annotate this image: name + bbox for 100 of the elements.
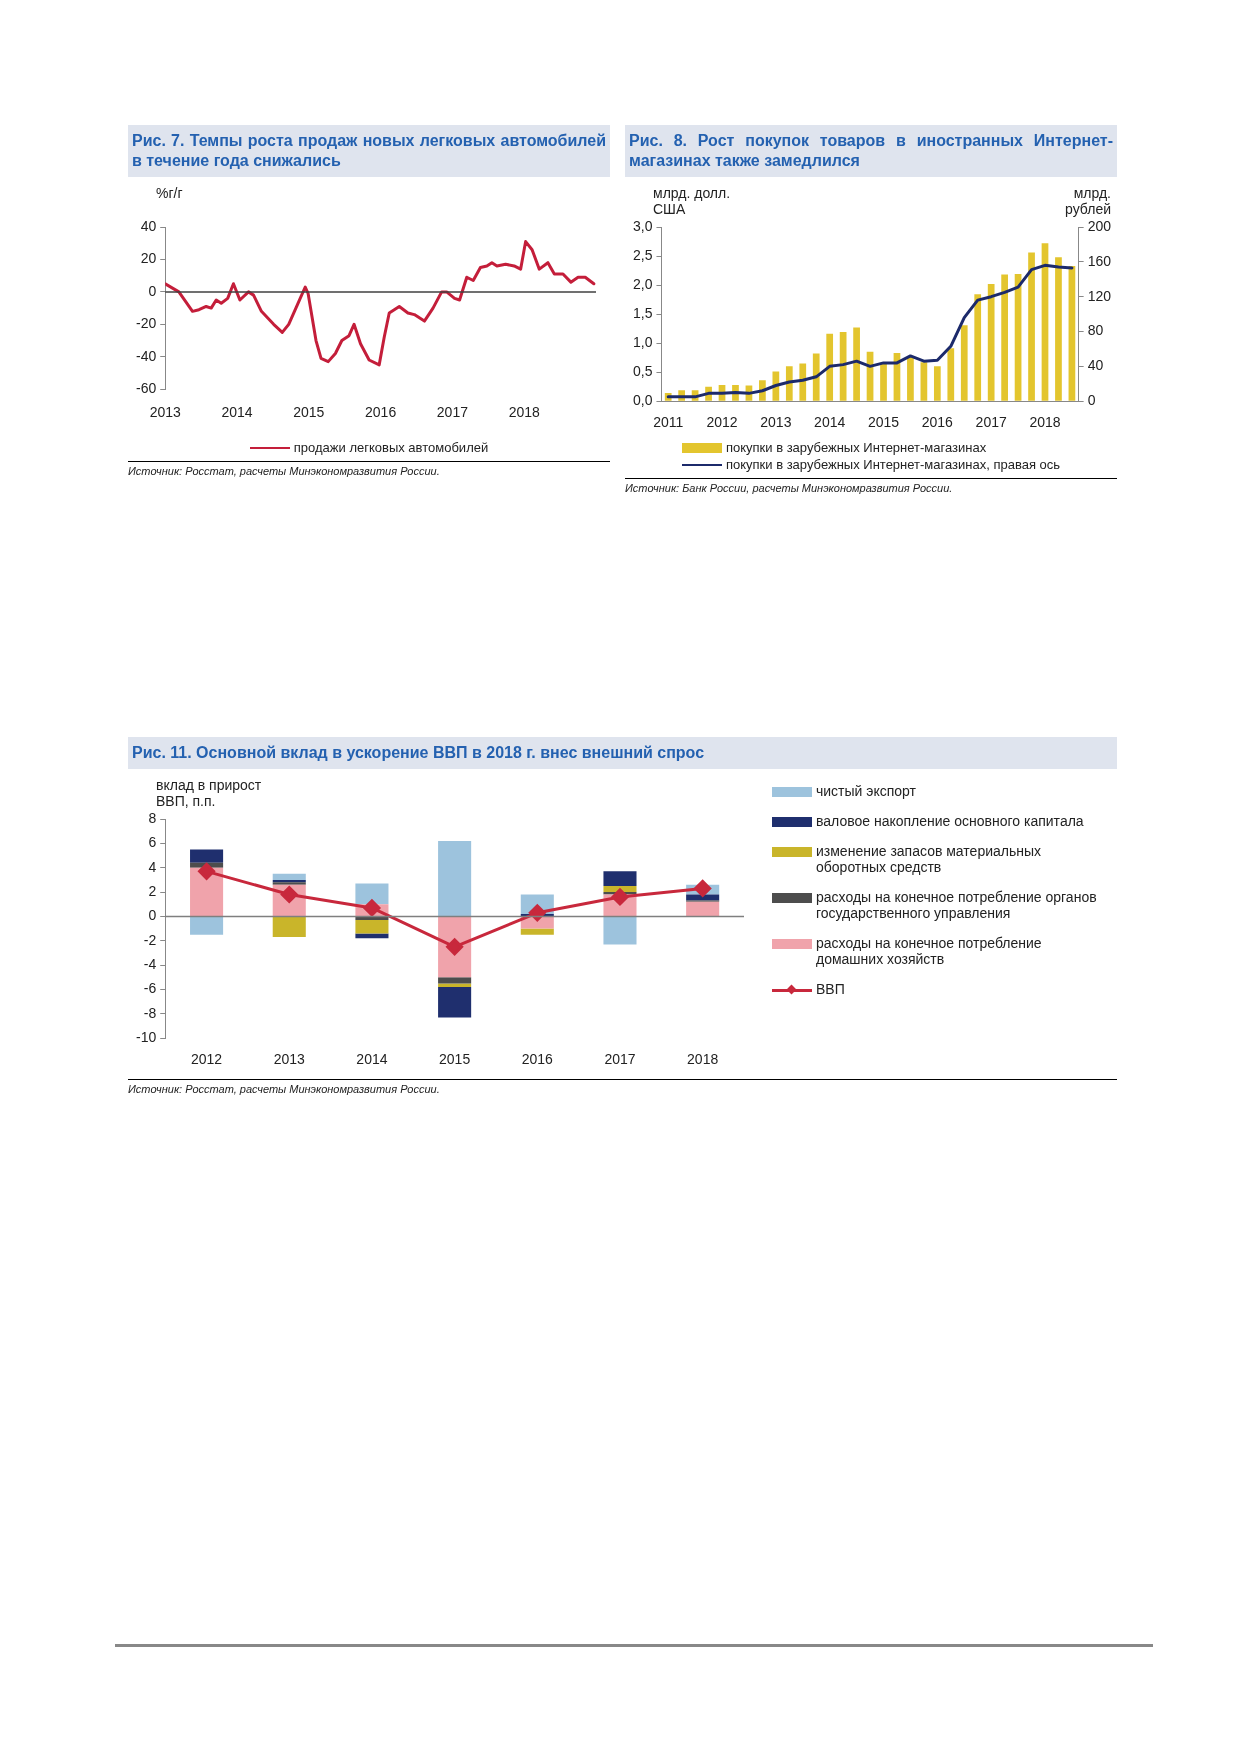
- bar: [812, 353, 820, 401]
- y2-tick-label: 120: [1087, 287, 1112, 304]
- bar: [799, 363, 807, 401]
- point: [694, 879, 712, 897]
- bar: [355, 883, 389, 905]
- legend-label: покупки в зарубежных Интернет-магазинах: [725, 440, 987, 455]
- x-tick-label: 2011: [653, 414, 684, 431]
- bar: [960, 325, 968, 401]
- bar: [603, 916, 637, 945]
- bar: [355, 920, 389, 934]
- y-tick-label: -8: [143, 1004, 157, 1021]
- x-tick-label: 2016: [365, 404, 397, 421]
- bar: [438, 983, 472, 988]
- x-tick-label: 2014: [814, 414, 846, 431]
- y-tick-label: 1,0: [632, 333, 653, 350]
- y-tick-label: -4: [143, 955, 157, 972]
- y-tick-label: 3,0: [632, 217, 653, 234]
- y-tick-label: 2,5: [632, 246, 653, 263]
- bar: [1028, 252, 1035, 401]
- y2-axis-title: млрд. рублей: [1064, 185, 1111, 217]
- x-tick-label: 2018: [687, 1051, 719, 1068]
- legend-label: покупки в зарубежных Интернет-магазинах, правая ось: [725, 457, 1061, 472]
- bar: [190, 916, 224, 935]
- point: [363, 899, 381, 917]
- y-tick-label: 20: [140, 250, 157, 267]
- x-tick-label: 2014: [356, 1051, 388, 1068]
- bar: [686, 901, 720, 916]
- y-axis-title: млрд. долл. США: [653, 185, 732, 217]
- y2-tick-label: 80: [1087, 322, 1104, 339]
- bar: [272, 873, 306, 880]
- x-tick-label: 2017: [436, 404, 469, 421]
- legend-label: ВВП: [816, 981, 845, 997]
- x-tick-label: 2015: [439, 1051, 471, 1068]
- bar: [947, 348, 955, 401]
- x-tick-label: 2014: [221, 404, 253, 421]
- point: [198, 862, 216, 880]
- bar: [686, 894, 720, 901]
- bar: [974, 294, 982, 401]
- bar: [190, 849, 224, 863]
- y-tick-label: 2,0: [632, 275, 653, 292]
- x-tick-label: 2017: [604, 1051, 636, 1068]
- x-tick-label: 2018: [508, 404, 540, 421]
- bar: [438, 977, 472, 984]
- y2-tick-label: 200: [1087, 217, 1112, 234]
- x-tick-label: 2015: [293, 404, 325, 421]
- x-tick-label: 2012: [191, 1051, 223, 1068]
- bar: [1001, 274, 1008, 401]
- y-tick-label: -6: [143, 980, 157, 997]
- y-tick-label: 1,5: [632, 304, 653, 321]
- legend-label: расходы на конечное потребление органов государственного управления: [816, 889, 1098, 921]
- bar: [520, 928, 554, 935]
- text: Источник: Банк России, расчеты Минэкономразвития России.: [625, 478, 1117, 494]
- y2-tick-label: 40: [1087, 357, 1104, 374]
- legend-label: чистый экспорт: [816, 783, 916, 799]
- bar: [438, 987, 472, 1018]
- bar: [785, 366, 793, 401]
- y-tick-label: -10: [136, 1029, 157, 1046]
- y-tick-label: -60: [136, 380, 157, 397]
- bar: [907, 357, 914, 401]
- text: Источник: Росстат, расчеты Минэкономразвития России.: [128, 461, 610, 477]
- y-axis-title: вклад в прирост ВВП, п.п.: [156, 777, 263, 809]
- y-tick-label: 0: [148, 282, 157, 299]
- chart-title: Рис. 7. Темпы роста продаж новых легковых автомобилей в течение года снижались: [128, 125, 610, 177]
- y-tick-label: 40: [140, 217, 157, 234]
- x-tick-label: 2013: [149, 404, 182, 421]
- bar: [603, 871, 637, 886]
- legend-label: продажи легковых автомобилей: [293, 440, 489, 455]
- bar: [880, 364, 887, 401]
- legend-label: расходы на конечное потребление домашних хозяйств: [816, 935, 1043, 967]
- bar: [438, 840, 472, 916]
- bar: [355, 933, 389, 939]
- chart-title: Рис. 11. Основной вклад в ускорение ВВП в 2018 г. внес внешний спрос: [128, 737, 1117, 769]
- x-tick-label: 2016: [521, 1051, 554, 1068]
- y-tick-label: -40: [136, 347, 157, 364]
- y-tick-label: 2: [148, 882, 157, 899]
- x-tick-label: 2013: [273, 1051, 306, 1068]
- y2-tick-label: 160: [1087, 252, 1112, 269]
- legend-label: валовое накопление основного капитала: [816, 813, 1084, 829]
- chart-title: Рис. 8. Рост покупок товаров в иностранных Интернет-магазинах также замедлился: [625, 125, 1117, 177]
- y2-tick-label: 0: [1087, 392, 1096, 409]
- bar: [853, 327, 860, 401]
- y-tick-label: 0,5: [632, 363, 653, 380]
- bar: [272, 916, 306, 938]
- y-tick-label: 0,0: [632, 392, 653, 409]
- y-tick-label: 8: [148, 809, 157, 826]
- bar: [920, 362, 928, 401]
- x-tick-label: 2017: [975, 414, 1007, 431]
- x-tick-label: 2012: [706, 414, 738, 431]
- bar: [987, 283, 995, 401]
- x-tick-label: 2018: [1029, 414, 1061, 431]
- bar: [1055, 257, 1062, 401]
- bar: [933, 366, 941, 401]
- y-tick-label: -20: [136, 315, 157, 332]
- y-tick-label: -2: [143, 931, 157, 948]
- y-tick-label: 4: [148, 858, 157, 875]
- legend-label: изменение запасов материальных оборотных средств: [816, 843, 1043, 875]
- y-tick-label: 0: [148, 907, 157, 924]
- bar: [839, 332, 847, 401]
- y-axis-title: %г/г: [156, 185, 183, 201]
- x-tick-label: 2015: [867, 414, 900, 431]
